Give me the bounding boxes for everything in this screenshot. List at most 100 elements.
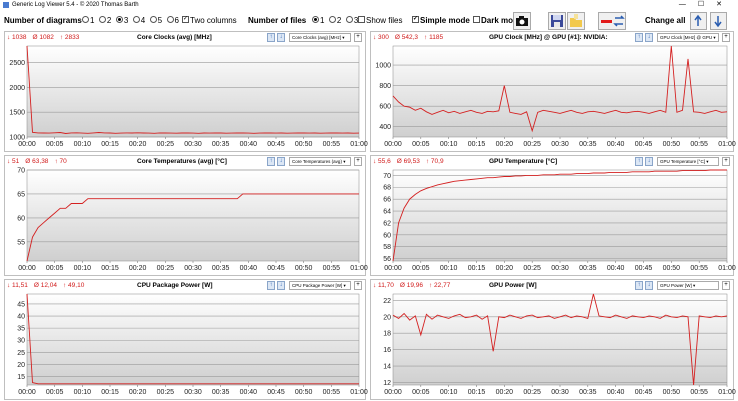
simple-mode-checkbox[interactable]: ✓ Simple mode <box>412 16 470 25</box>
x-tick-label: 00:40 <box>607 389 625 396</box>
panel-move-up-button[interactable]: ↑ <box>267 281 275 290</box>
x-tick-label: 01:00 <box>350 141 368 148</box>
panel-menu-button[interactable]: + <box>354 157 362 166</box>
sensor-select[interactable]: GPU Temperature [°C] ▾ <box>657 157 719 166</box>
x-tick-label: 00:45 <box>635 141 653 148</box>
dark-mode-checkbox[interactable]: Dark mod <box>473 16 518 25</box>
panel-move-down-button[interactable]: ↓ <box>645 33 653 42</box>
x-tick-label: 00:35 <box>212 141 230 148</box>
x-tick-label: 00:35 <box>212 265 230 272</box>
x-tick-label: 00:05 <box>46 389 64 396</box>
screenshot-button[interactable] <box>513 12 531 30</box>
radio-diagrams-4[interactable]: 4 <box>132 16 145 25</box>
panel-menu-button[interactable]: + <box>722 157 730 166</box>
panel-menu-button[interactable]: + <box>354 33 362 42</box>
radio-diagrams-3[interactable]: 3 <box>115 16 128 25</box>
sensor-select[interactable]: GPU Power [W] ▾ <box>657 281 719 290</box>
x-tick-label: 00:05 <box>46 141 64 148</box>
swap-color-button[interactable] <box>598 12 626 30</box>
x-tick-label: 00:50 <box>295 141 313 148</box>
sort-up-icon: ↑ <box>269 282 273 288</box>
panel-move-down-button[interactable]: ↓ <box>645 157 653 166</box>
x-tick-label: 00:00 <box>384 141 402 148</box>
window-controls[interactable]: —☐✕ <box>679 0 734 10</box>
panel-menu-button[interactable]: + <box>722 281 730 290</box>
panel-move-up-button[interactable]: ↑ <box>635 33 643 42</box>
plus-icon: + <box>356 282 360 288</box>
sort-down-button[interactable] <box>710 12 727 30</box>
radio-diagrams-1[interactable]: 1 <box>82 16 94 25</box>
x-tick-label: 00:10 <box>440 389 458 396</box>
panel-move-down-button[interactable]: ↓ <box>277 157 285 166</box>
radio-diagrams-2[interactable]: 2 <box>98 16 111 25</box>
radio-diagrams-5[interactable]: 5 <box>149 16 162 25</box>
x-tick-label: 00:10 <box>74 389 92 396</box>
show-files-checkbox[interactable]: Show files <box>358 16 402 25</box>
panel-stats: ↓ 11,70 Ø 19,96 ↑ 22,77 <box>373 282 456 289</box>
x-tick-label: 00:25 <box>157 141 175 148</box>
panel-move-down-button[interactable]: ↓ <box>277 33 285 42</box>
y-tick-label: 1500 <box>9 110 25 117</box>
line-chart: 55 60 65 70 00:00 00:05 00:10 00:15 00:20 00:25 00… <box>17 168 368 273</box>
plot-area <box>392 45 728 138</box>
diagram-radio-group[interactable]: 1 2 3 4 5 6 <box>82 16 179 25</box>
x-tick-label: 00:55 <box>690 389 708 396</box>
sort-up-button[interactable] <box>690 12 707 30</box>
x-tick-label: 00:15 <box>468 389 486 396</box>
x-tick-label: 00:45 <box>267 141 285 148</box>
panel-move-down-button[interactable]: ↓ <box>277 281 285 290</box>
sort-up-icon: ↑ <box>637 282 641 288</box>
plus-icon: + <box>356 158 360 164</box>
radio-files-1[interactable]: 1 <box>312 16 324 25</box>
panel-menu-button[interactable]: + <box>722 33 730 42</box>
panel-move-up-button[interactable]: ↑ <box>635 157 643 166</box>
x-tick-label: 00:35 <box>579 141 597 148</box>
sensor-select[interactable]: Core Temperatures (avg) ▾ <box>289 157 351 166</box>
save-button[interactable] <box>548 12 566 30</box>
open-folder-button[interactable] <box>567 12 585 30</box>
x-tick-label: 00:45 <box>635 389 653 396</box>
x-tick-label: 01:00 <box>718 389 736 396</box>
minimize-button[interactable]: — <box>678 1 698 8</box>
panel-move-down-button[interactable]: ↓ <box>645 281 653 290</box>
x-tick-label: 00:15 <box>101 265 119 272</box>
y-tick-label: 20 <box>383 314 391 321</box>
series-line <box>26 193 359 262</box>
files-radio-group[interactable]: 1 2 3 <box>312 16 358 25</box>
sensor-select[interactable]: Core Clocks (avg) [MHz] ▾ <box>289 33 351 42</box>
maximize-button[interactable]: ☐ <box>697 1 717 8</box>
x-tick-label: 00:45 <box>635 265 653 272</box>
x-tick-label: 01:00 <box>350 265 368 272</box>
x-tick-label: 00:50 <box>663 389 681 396</box>
y-tick-label: 400 <box>379 124 391 131</box>
x-tick-label: 00:25 <box>157 389 175 396</box>
radio-files-3[interactable]: 3 <box>345 16 358 25</box>
x-tick-label: 00:30 <box>551 141 569 148</box>
line-chart: 56 58 60 62 64 66 68 70 00:00 00:05 00:10 00:15 00:2… <box>383 169 736 272</box>
y-tick-label: 800 <box>379 83 391 90</box>
sensor-select[interactable]: CPU Package Power [W] ▾ <box>289 281 351 290</box>
sensor-select[interactable]: GPU Clock [MHz] @ GPU ▾ <box>657 33 719 42</box>
two-columns-checkbox[interactable]: ✓ Two columns <box>182 16 237 25</box>
x-tick-label: 00:40 <box>240 265 258 272</box>
plot-area <box>392 293 728 386</box>
panel-stats: ↓ 300 Ø 542,3 ↑ 1185 <box>373 34 449 41</box>
panel-move-up-button[interactable]: ↑ <box>635 281 643 290</box>
panel-title: GPU Clock [MHz] @ GPU [#1]: NVIDIA: <box>489 34 608 41</box>
plot-area <box>26 45 360 138</box>
x-tick-label: 00:10 <box>440 265 458 272</box>
radio-diagrams-6[interactable]: 6 <box>166 16 179 25</box>
x-tick-label: 00:55 <box>323 141 341 148</box>
panel-move-up-button[interactable]: ↑ <box>267 157 275 166</box>
panel-title: Core Clocks (avg) [MHz] <box>137 34 212 41</box>
sort-up-icon: ↑ <box>269 158 273 164</box>
close-button[interactable]: ✕ <box>716 1 734 8</box>
panel-move-up-button[interactable]: ↑ <box>267 33 275 42</box>
panel-menu-button[interactable]: + <box>354 281 362 290</box>
x-tick-label: 00:20 <box>129 389 147 396</box>
radio-files-2[interactable]: 2 <box>328 16 341 25</box>
series-line <box>392 293 728 386</box>
stat-max: ↑ 2833 <box>59 34 80 41</box>
stat-avg: Ø 542,3 <box>394 34 419 41</box>
x-tick-label: 00:55 <box>690 141 708 148</box>
